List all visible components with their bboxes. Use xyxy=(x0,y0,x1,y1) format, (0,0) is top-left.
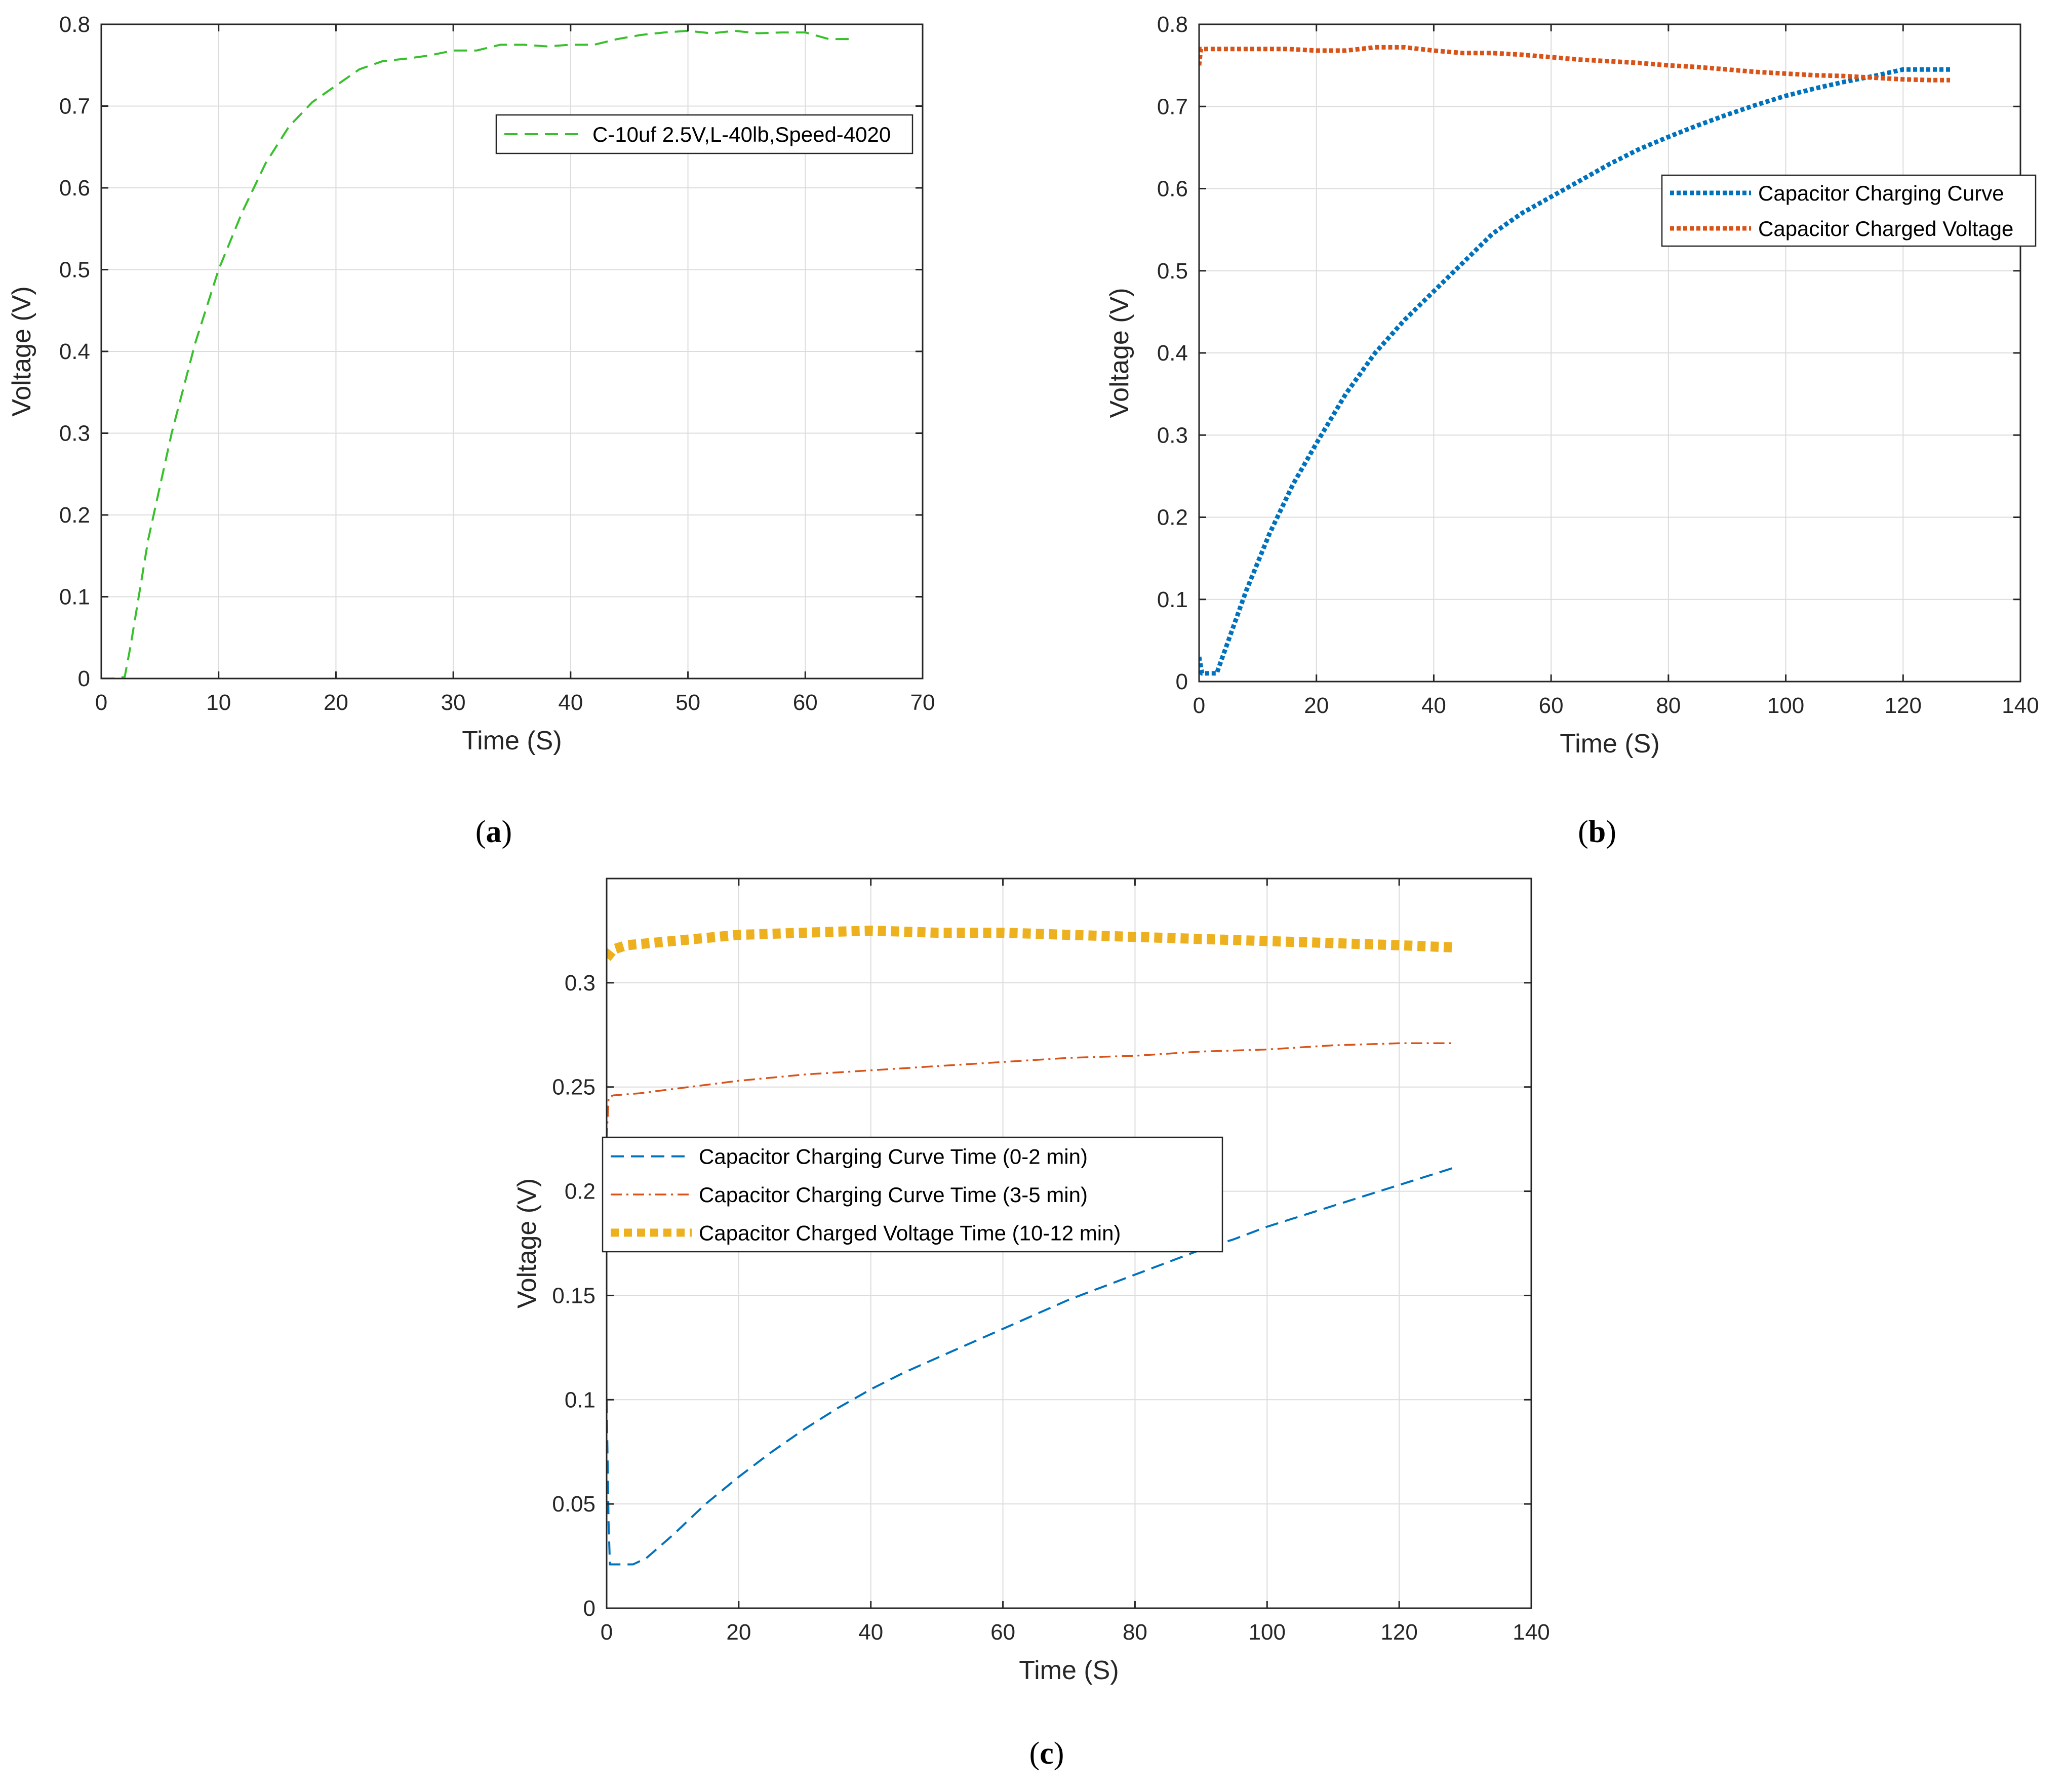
x-tick-label: 30 xyxy=(441,690,466,715)
x-tick-label: 120 xyxy=(1885,693,1922,718)
y-tick-label: 0.15 xyxy=(552,1283,595,1308)
legend: Capacitor Charging Curve Capacitor Charge… xyxy=(1661,174,2037,247)
series-line-1 xyxy=(101,29,852,679)
x-axis-label: Time (S) xyxy=(1019,1656,1119,1685)
x-tick-label: 80 xyxy=(1123,1620,1147,1645)
x-tick-label: 100 xyxy=(1249,1620,1286,1645)
legend-box xyxy=(1661,174,2037,247)
y-tick-label: 0.2 xyxy=(565,1179,595,1204)
legend: Capacitor Charging Curve Time (0-2 min) C… xyxy=(602,1136,1223,1253)
y-tick-label: 0.5 xyxy=(59,258,90,283)
y-tick-label: 0.8 xyxy=(59,12,90,37)
x-tick-label: 70 xyxy=(910,690,935,715)
x-tick-label: 140 xyxy=(2002,693,2039,718)
chart-b: 0 20 40 60 80 100 120 140 0 0.1 0.2 0.3 0.4 0.5 0.6 0.7… xyxy=(1105,12,2039,849)
x-tick-label: 60 xyxy=(1539,693,1564,718)
legend-label: C-10uf 2.5V,L-40lb,Speed-4020 xyxy=(592,123,891,146)
y-tick-label: 0 xyxy=(583,1596,595,1621)
y-tick-label: 0.6 xyxy=(59,176,90,201)
x-tick-label: 40 xyxy=(858,1620,883,1645)
chart-a: 0 10 20 30 40 50 60 70 0 0.1 0.2 0.3 0.4 0.5 0.6 0.7 0.8… xyxy=(7,12,935,849)
x-tick-label: 100 xyxy=(1767,693,1804,718)
x-tick-label: 40 xyxy=(558,690,583,715)
y-tick-label: 0 xyxy=(1176,669,1188,694)
panel-caption: (b) xyxy=(1578,815,1616,849)
x-tick-label: 40 xyxy=(1421,693,1446,718)
y-axis-label: Voltage (V) xyxy=(512,1178,542,1308)
x-axis-label: Time (S) xyxy=(462,726,562,755)
y-tick-label: 0.3 xyxy=(1157,423,1188,448)
legend-label: Capacitor Charging Curve xyxy=(1758,181,2004,205)
series-line-1 xyxy=(1199,67,1950,676)
x-tick-label: 20 xyxy=(726,1620,751,1645)
y-tick-label: 0.3 xyxy=(565,971,595,995)
y-tick-label: 0.1 xyxy=(565,1387,595,1412)
series-group xyxy=(101,29,852,679)
y-tick-label: 0.8 xyxy=(1157,12,1188,37)
x-tick-label: 120 xyxy=(1380,1620,1417,1645)
series-line-3 xyxy=(607,925,1452,961)
x-tick-label: 0 xyxy=(95,690,107,715)
x-tick-label: 140 xyxy=(1513,1620,1550,1645)
series-line-2 xyxy=(1199,45,1950,83)
y-tick-label: 0.6 xyxy=(1157,177,1188,202)
legend: C-10uf 2.5V,L-40lb,Speed-4020 xyxy=(495,114,913,154)
x-tick-label: 0 xyxy=(1193,693,1205,718)
y-tick-label: 0.25 xyxy=(552,1075,595,1100)
legend-label: Capacitor Charged Voltage Time (10-12 mi… xyxy=(699,1221,1121,1245)
x-tick-label: 60 xyxy=(793,690,818,715)
y-tick-label: 0.4 xyxy=(59,339,90,364)
x-tick-label: 10 xyxy=(206,690,231,715)
x-tick-label: 50 xyxy=(676,690,700,715)
x-tick-label: 60 xyxy=(990,1620,1015,1645)
y-tick-label: 0.3 xyxy=(59,421,90,446)
y-tick-label: 0.7 xyxy=(1157,94,1188,119)
legend-label: Capacitor Charged Voltage xyxy=(1758,217,2013,241)
y-tick-label: 0.5 xyxy=(1157,259,1188,284)
y-tick-label: 0.2 xyxy=(1157,505,1188,530)
series-group xyxy=(1199,45,1950,676)
panel-caption: (a) xyxy=(475,815,512,849)
x-axis-label: Time (S) xyxy=(1560,729,1659,759)
y-tick-label: 0.4 xyxy=(1157,341,1188,366)
y-axis-label: Voltage (V) xyxy=(1105,288,1134,418)
panel-caption: (c) xyxy=(1029,1736,1064,1771)
series-line-1 xyxy=(607,1167,1453,1566)
series-group xyxy=(607,925,1453,1566)
y-tick-label: 0.1 xyxy=(1157,587,1188,612)
y-tick-label: 0.05 xyxy=(552,1492,595,1517)
legend-label: Capacitor Charging Curve Time (0-2 min) xyxy=(699,1145,1088,1169)
y-tick-label: 0.7 xyxy=(59,94,90,119)
legend-label: Capacitor Charging Curve Time (3-5 min) xyxy=(699,1183,1088,1207)
x-tick-label: 80 xyxy=(1656,693,1681,718)
y-tick-label: 0.2 xyxy=(59,503,90,528)
x-tick-label: 20 xyxy=(1304,693,1329,718)
x-tick-label: 20 xyxy=(324,690,348,715)
y-axis-label: Voltage (V) xyxy=(7,286,36,416)
chart-c: 0 20 40 60 80 100 120 140 0 0.05 0.1 0.15 0.2 0.25 0.3… xyxy=(512,878,1550,1771)
legend-box xyxy=(602,1136,1223,1253)
x-tick-label: 0 xyxy=(601,1620,613,1645)
y-tick-label: 0.1 xyxy=(59,585,90,610)
y-tick-label: 0 xyxy=(78,666,90,691)
